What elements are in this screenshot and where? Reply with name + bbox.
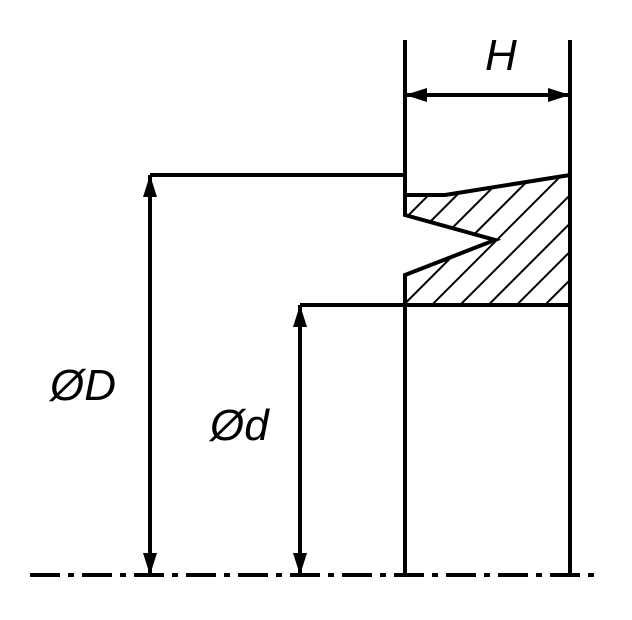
label-h: H xyxy=(485,31,517,80)
label-inner-diameter: Ød xyxy=(208,401,270,450)
extension-lines xyxy=(150,40,570,575)
technical-drawing: H ØD Ød xyxy=(0,0,632,620)
dimension-h xyxy=(405,88,570,102)
label-outer-diameter: ØD xyxy=(48,361,116,410)
dimension-inner-diameter xyxy=(293,305,307,575)
dimension-outer-diameter xyxy=(143,175,157,575)
cross-section xyxy=(400,170,575,310)
